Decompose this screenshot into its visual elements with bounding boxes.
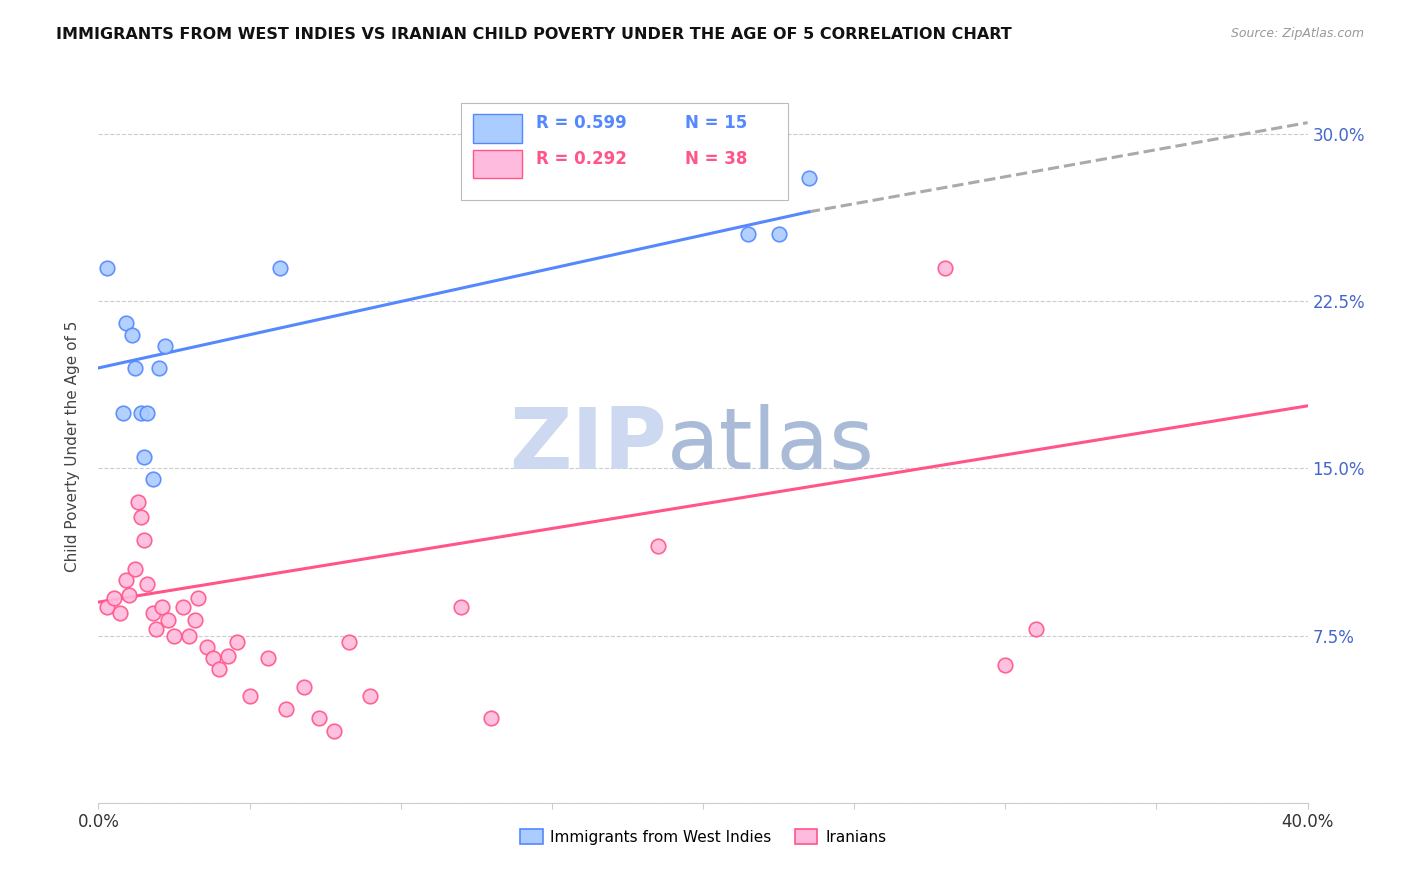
Point — [308, 711, 330, 725]
Point — [132, 533, 155, 547]
Point — [145, 622, 167, 636]
Point — [184, 613, 207, 627]
Point — [156, 613, 179, 627]
Point — [187, 591, 209, 605]
Point — [135, 405, 157, 419]
Y-axis label: Child Poverty Under the Age of 5: Child Poverty Under the Age of 5 — [65, 320, 80, 572]
FancyBboxPatch shape — [461, 103, 787, 200]
Point — [208, 662, 231, 676]
Point — [226, 635, 249, 649]
Point — [114, 573, 136, 587]
Point — [256, 651, 278, 665]
Point — [124, 360, 146, 375]
Point — [132, 450, 155, 464]
Point — [768, 227, 790, 241]
Text: IMMIGRANTS FROM WEST INDIES VS IRANIAN CHILD POVERTY UNDER THE AGE OF 5 CORRELAT: IMMIGRANTS FROM WEST INDIES VS IRANIAN C… — [56, 27, 1012, 42]
Point — [450, 599, 472, 614]
Point — [292, 680, 315, 694]
Text: atlas: atlas — [666, 404, 875, 488]
Point — [195, 640, 218, 654]
Point — [124, 562, 146, 576]
Point — [337, 635, 360, 649]
Point — [797, 171, 820, 186]
Point — [217, 648, 239, 663]
Text: ZIP: ZIP — [509, 404, 666, 488]
Text: R = 0.292: R = 0.292 — [536, 150, 627, 168]
Point — [153, 338, 176, 352]
Point — [129, 405, 152, 419]
Point — [481, 711, 503, 725]
Point — [108, 607, 131, 621]
Point — [96, 599, 118, 614]
Text: Source: ZipAtlas.com: Source: ZipAtlas.com — [1230, 27, 1364, 40]
Point — [135, 577, 157, 591]
Point — [179, 628, 201, 642]
Point — [150, 599, 173, 614]
Point — [647, 539, 669, 553]
Point — [163, 628, 186, 642]
Legend: Immigrants from West Indies, Iranians: Immigrants from West Indies, Iranians — [512, 821, 894, 852]
Point — [274, 702, 297, 716]
Point — [737, 227, 759, 241]
Point — [202, 651, 225, 665]
Point — [269, 260, 291, 275]
Point — [148, 360, 170, 375]
Point — [994, 657, 1017, 672]
Text: N = 38: N = 38 — [685, 150, 747, 168]
FancyBboxPatch shape — [474, 114, 522, 143]
Point — [360, 689, 382, 703]
FancyBboxPatch shape — [474, 150, 522, 178]
Point — [142, 473, 165, 487]
Point — [96, 260, 118, 275]
Point — [121, 327, 143, 342]
Text: N = 15: N = 15 — [685, 114, 747, 132]
Point — [114, 316, 136, 330]
Point — [129, 510, 152, 524]
Point — [127, 494, 149, 508]
Point — [118, 589, 141, 603]
Point — [1024, 622, 1046, 636]
Point — [239, 689, 262, 703]
Point — [103, 591, 125, 605]
Point — [142, 607, 165, 621]
Point — [934, 260, 956, 275]
Text: R = 0.599: R = 0.599 — [536, 114, 627, 132]
Point — [172, 599, 194, 614]
Point — [111, 405, 134, 419]
Point — [323, 724, 346, 739]
